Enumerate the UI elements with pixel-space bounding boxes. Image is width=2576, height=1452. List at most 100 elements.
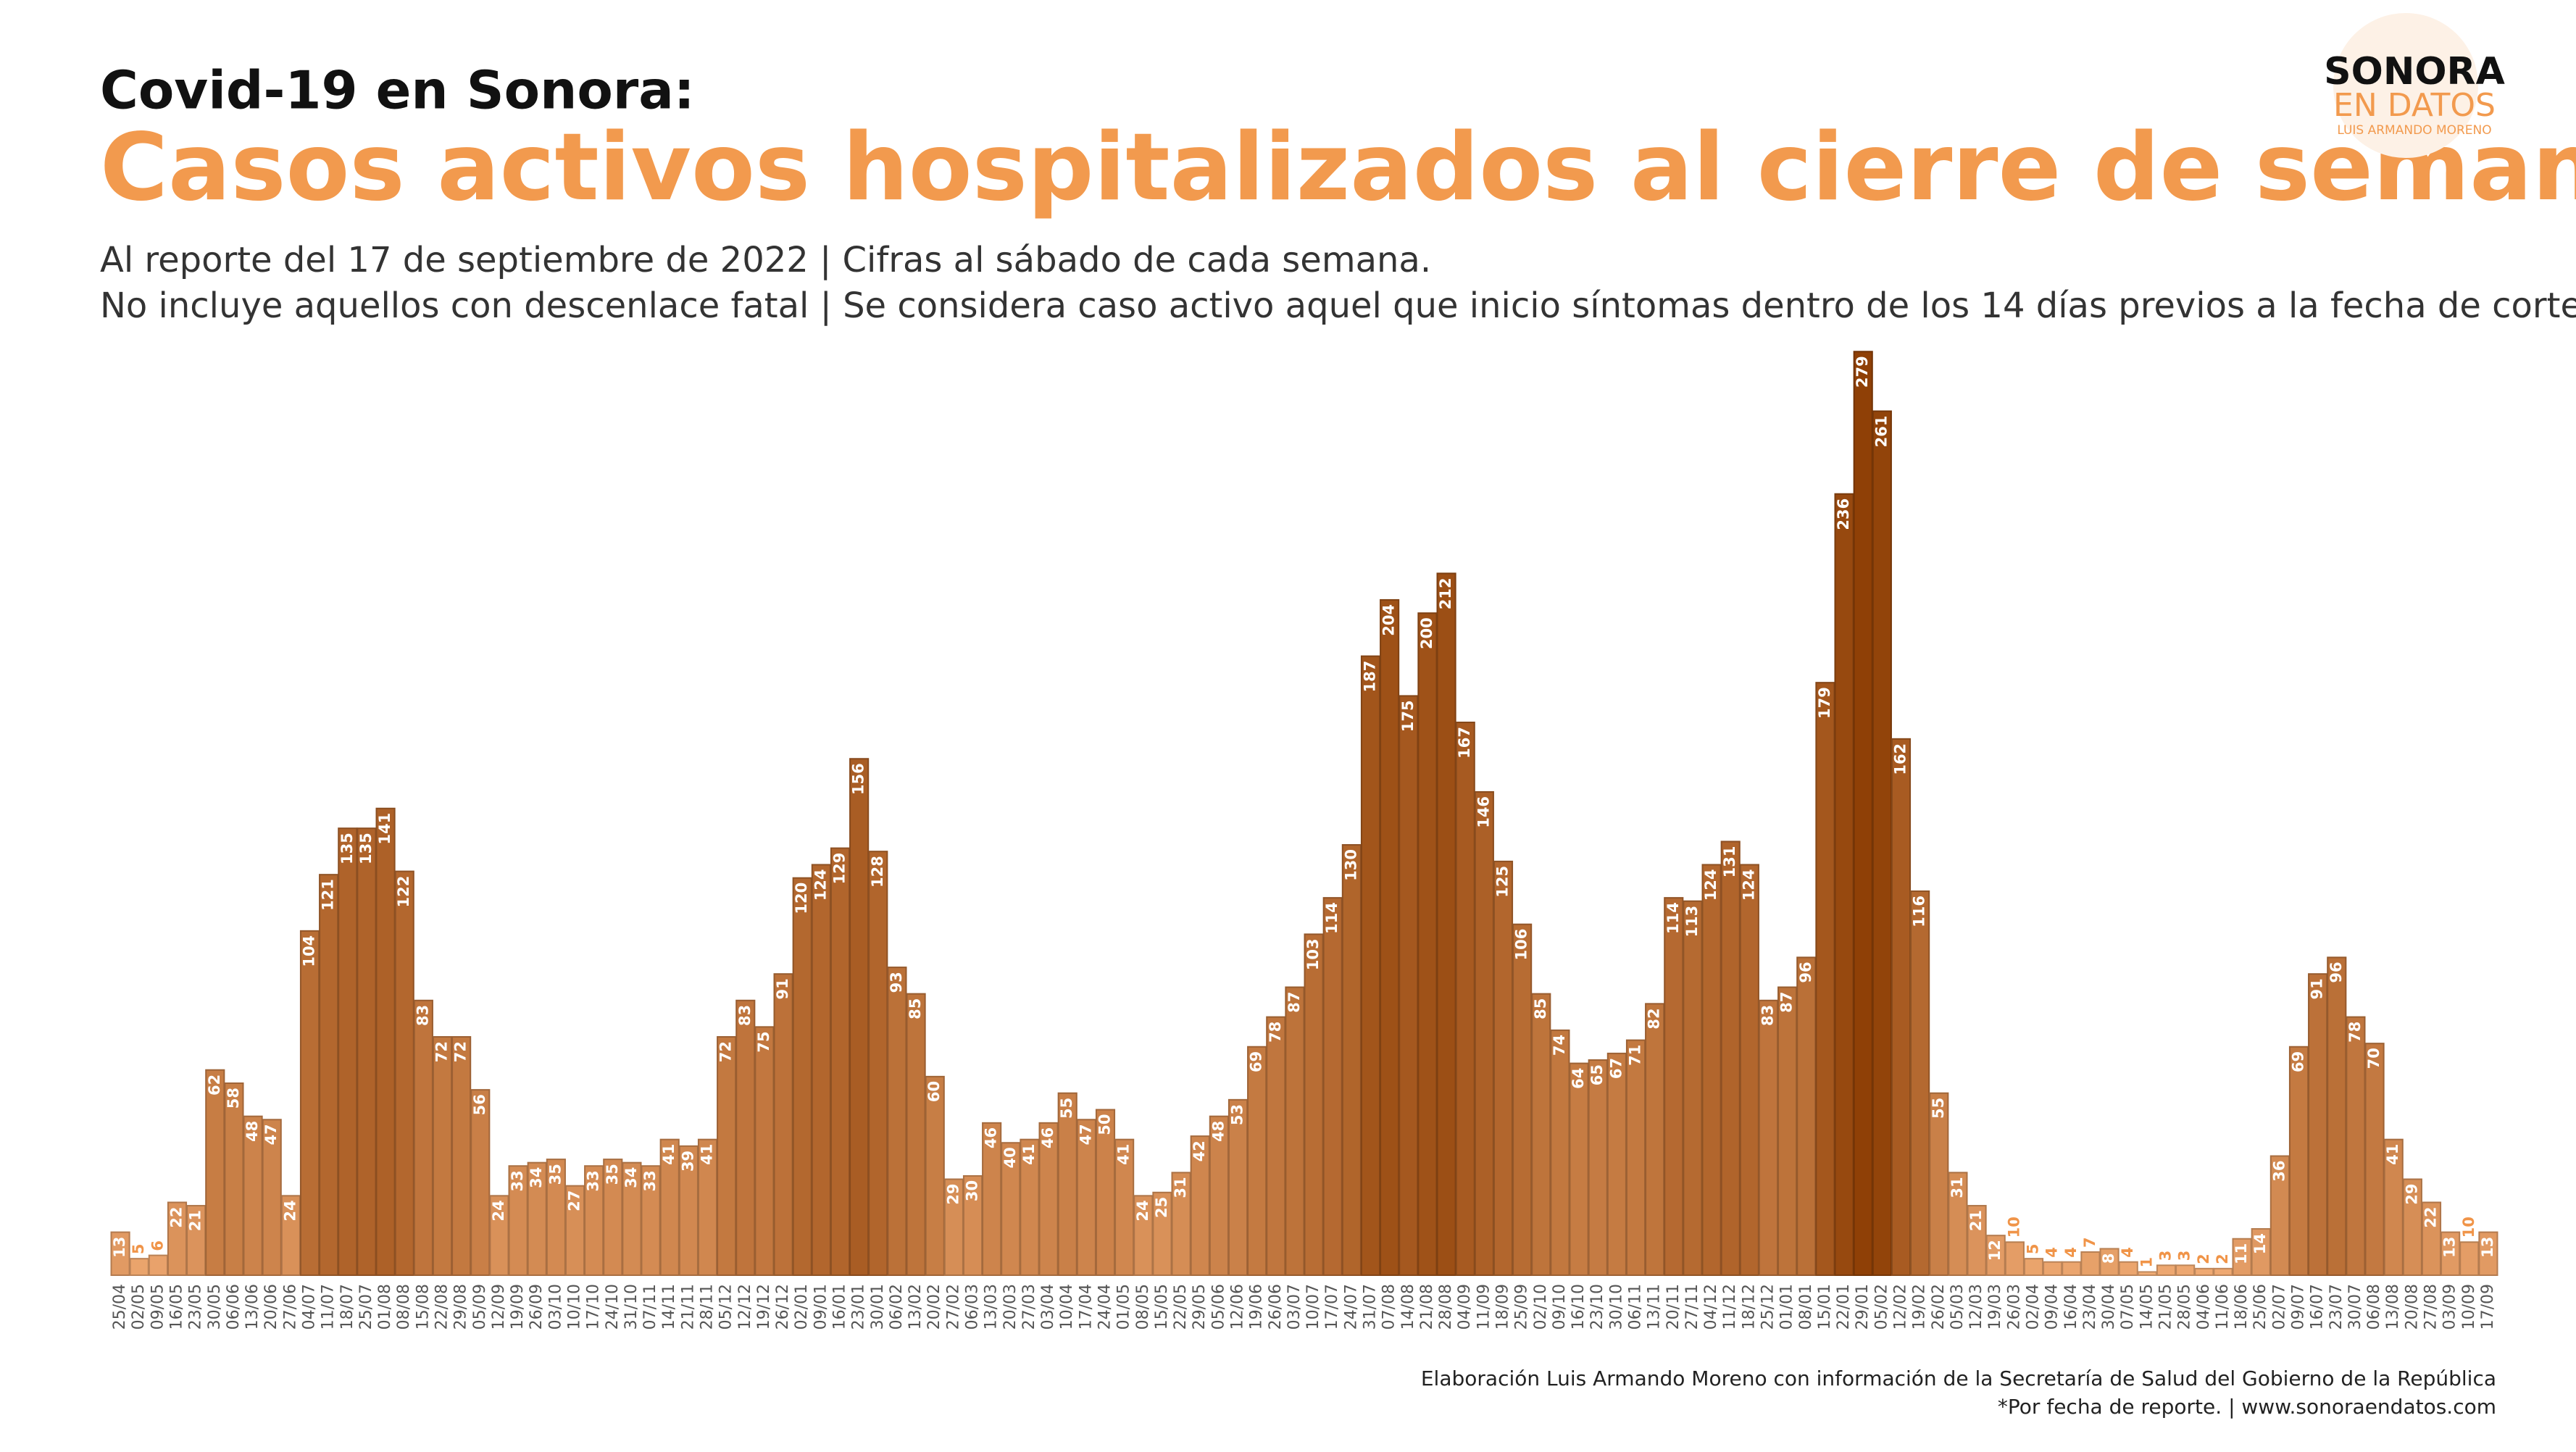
bar: [299, 930, 320, 1277]
data-label: 47: [1077, 1124, 1094, 1145]
data-label: 124: [1702, 869, 1720, 901]
bar: [622, 1161, 642, 1276]
data-label: 156: [850, 763, 867, 795]
x-tick-label: 05/03: [1948, 1284, 1967, 1330]
x-tick-label: 05/09: [471, 1284, 489, 1330]
bar: [2327, 956, 2347, 1276]
bar: [1512, 923, 1533, 1277]
x-tick-label: 09/07: [2290, 1284, 2308, 1330]
data-label: 71: [1627, 1045, 1644, 1066]
x-tick-label: 20/02: [925, 1284, 943, 1330]
data-label: 24: [1134, 1200, 1151, 1221]
bar: [2118, 1261, 2138, 1276]
x-tick-label: 11/12: [1721, 1284, 1739, 1330]
data-label: 124: [812, 869, 829, 901]
bar: [697, 1138, 718, 1276]
x-tick-label: 23/10: [1588, 1284, 1606, 1330]
data-label: 130: [1342, 849, 1359, 881]
bar: [1683, 900, 1703, 1276]
bar: [470, 1089, 491, 1277]
x-tick-label: 04/07: [301, 1284, 319, 1330]
x-tick-label: 08/01: [1797, 1284, 1815, 1330]
data-label: 162: [1892, 743, 1909, 775]
logo-author: LUIS ARMANDO MORENO: [2337, 123, 2491, 138]
data-label: 64: [1570, 1068, 1587, 1089]
bar: [1114, 1138, 1135, 1276]
x-tick-label: 06/11: [1627, 1284, 1645, 1330]
x-tick-label: 26/12: [774, 1284, 792, 1330]
bar: [2346, 1016, 2366, 1277]
x-tick-label: 09/10: [1551, 1284, 1569, 1330]
data-label: 83: [736, 1005, 754, 1026]
x-tick-label: 17/10: [585, 1284, 603, 1330]
x-tick-label: 13/03: [983, 1284, 1001, 1330]
bar: [1095, 1109, 1116, 1277]
data-label: 13: [2441, 1237, 2459, 1258]
bar: [849, 758, 870, 1276]
bar: [2080, 1251, 2101, 1276]
x-tick-label: 11/06: [2214, 1284, 2232, 1330]
x-tick-label: 12/12: [736, 1284, 754, 1330]
x-tick-label: 13/11: [1646, 1284, 1664, 1330]
bar: [887, 967, 907, 1276]
bar: [1645, 1003, 1665, 1277]
x-tick-label: 21/05: [2157, 1284, 2175, 1330]
bar: [1399, 695, 1419, 1276]
data-label: 167: [1456, 727, 1473, 759]
x-tick-label: 04/06: [2195, 1284, 2213, 1330]
bar: [1474, 790, 1494, 1276]
x-tick-label: 08/08: [395, 1284, 413, 1330]
bar: [375, 807, 396, 1276]
x-tick-label: 04/09: [1456, 1284, 1474, 1330]
data-label: 85: [906, 998, 924, 1019]
data-label: 24: [490, 1200, 507, 1221]
data-label: 5: [130, 1244, 147, 1255]
x-tick-label: 20/06: [262, 1284, 280, 1330]
data-label: 41: [1115, 1144, 1133, 1165]
data-label: 114: [1323, 902, 1341, 934]
bar: [546, 1159, 566, 1276]
bar: [2137, 1271, 2157, 1276]
x-tick-label: 07/05: [2119, 1284, 2137, 1330]
x-tick-label: 18/07: [338, 1284, 357, 1330]
bar: [2232, 1238, 2252, 1276]
x-tick-label: 24/04: [1096, 1284, 1114, 1330]
data-label: 104: [301, 935, 318, 967]
bar: [1625, 1039, 1646, 1276]
x-tick-label: 21/11: [679, 1284, 697, 1330]
bar: [2023, 1258, 2044, 1276]
bar: [167, 1201, 188, 1277]
bar: [1910, 890, 1930, 1276]
bar: [1948, 1172, 1968, 1276]
data-label: 3: [2176, 1251, 2193, 1261]
bar: [1493, 860, 1514, 1276]
bar: [1758, 999, 1779, 1277]
x-tick-label: 02/04: [2025, 1284, 2043, 1330]
data-label: 47: [262, 1124, 280, 1145]
data-label: 91: [774, 978, 791, 999]
x-tick-label: 22/01: [1835, 1284, 1853, 1330]
bar: [1038, 1122, 1059, 1277]
bar: [2364, 1043, 2385, 1276]
data-label: 10: [2005, 1217, 2022, 1238]
data-label: 46: [983, 1127, 1000, 1148]
data-label: 65: [1588, 1064, 1606, 1085]
data-label: 78: [1267, 1022, 1284, 1043]
bar: [2478, 1231, 2498, 1276]
x-tick-label: 19/09: [509, 1284, 527, 1330]
bar: [1380, 598, 1400, 1276]
x-tick-label: 12/06: [1229, 1284, 1247, 1330]
x-tick-label: 03/04: [1039, 1284, 1057, 1330]
x-tick-label: 27/06: [281, 1284, 299, 1330]
x-tick-label: 16/07: [2309, 1284, 2327, 1330]
data-label: 72: [717, 1041, 735, 1062]
data-label: 31: [1948, 1177, 1966, 1198]
data-label: 236: [1835, 498, 1852, 530]
bar: [1664, 897, 1684, 1276]
x-tick-label: 27/02: [944, 1284, 962, 1330]
data-label: 4: [2062, 1247, 2080, 1258]
data-label: 85: [1532, 998, 1549, 1019]
data-label: 129: [831, 853, 849, 885]
bar: [1020, 1138, 1040, 1276]
